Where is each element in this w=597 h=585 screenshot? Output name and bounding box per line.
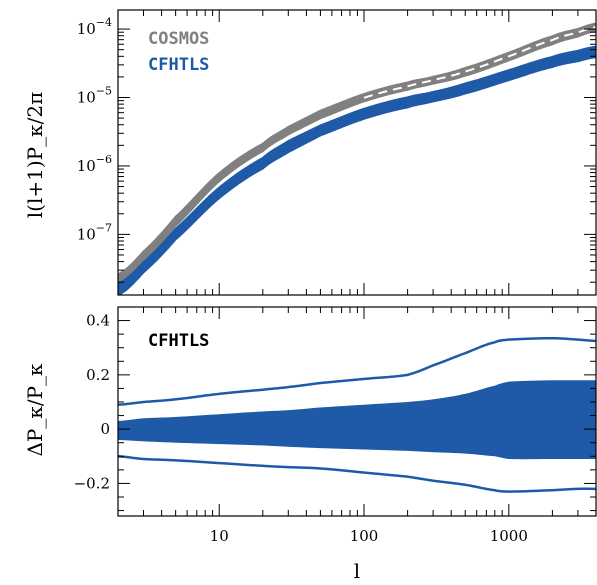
top-ytick-exponent: −6 (96, 153, 112, 166)
legend-entry-cfhtls: CFHTLS (148, 55, 209, 75)
bottom-ytick-label: −0.2 (74, 474, 110, 492)
top-bands (118, 22, 596, 295)
top-ytick-label: 10−4 (77, 16, 112, 38)
top-ytick-exponent: −7 (96, 221, 112, 234)
bottom-y-axis-label: ΔP_κ/P_κ (23, 363, 47, 457)
cfhtls-realisation-3 (118, 50, 596, 291)
bottom-ytick-label: 0.2 (86, 366, 110, 384)
bottom-outer-upper-line (118, 336, 596, 406)
cfhtls-realisation-0 (118, 55, 596, 295)
bottom-outer-lower-line (118, 455, 596, 493)
x-axis-label: l (354, 559, 360, 583)
bottom-ytick-label: 0.4 (86, 312, 110, 330)
bottom-xtick-label: 1000 (490, 527, 528, 545)
top-ytick-exponent: −4 (96, 16, 112, 29)
cfhtls-band-fill (118, 48, 596, 293)
top-ytick-label: 10−5 (77, 85, 112, 107)
cfhtls-realisation-6 (118, 45, 596, 285)
bottom-panel-ticks: −0.2 0 0.2 0.4 10 100 1000 (74, 306, 597, 545)
top-ytick-label: 10−7 (77, 221, 112, 243)
cfhtls-realisation-5 (118, 46, 596, 288)
top-ytick-exponent: −5 (96, 85, 112, 98)
cfhtls-realisation-2 (118, 52, 596, 293)
bottom-ytick-label: 0 (100, 420, 110, 438)
bottom-inner-band (118, 380, 596, 460)
bottom-panel-annotation: CFHTLS (148, 331, 209, 351)
bottom-panel: −0.2 0 0.2 0.4 10 100 1000 ΔP_κ/P_κ CFHTLS l (23, 306, 597, 583)
cosmos-mean-line (363, 26, 596, 99)
bottom-xtick-label: 10 (210, 527, 229, 545)
cosmos-realisation-6 (118, 22, 596, 276)
cfhtls-realisation-4 (118, 48, 596, 289)
bottom-bands (118, 336, 596, 493)
legend-entry-cosmos: COSMOS (148, 29, 209, 49)
bottom-xtick-label: 100 (350, 527, 379, 545)
top-y-axis-label: l(l+1)P_κ/2π (23, 92, 47, 218)
top-panel: 10−7 10−6 10−5 10−4 l(l+1)P_κ/2π COSMOS CFH… (23, 9, 597, 296)
cfhtls-realisation-1 (118, 53, 596, 295)
top-ytick-label: 10−6 (77, 153, 112, 175)
